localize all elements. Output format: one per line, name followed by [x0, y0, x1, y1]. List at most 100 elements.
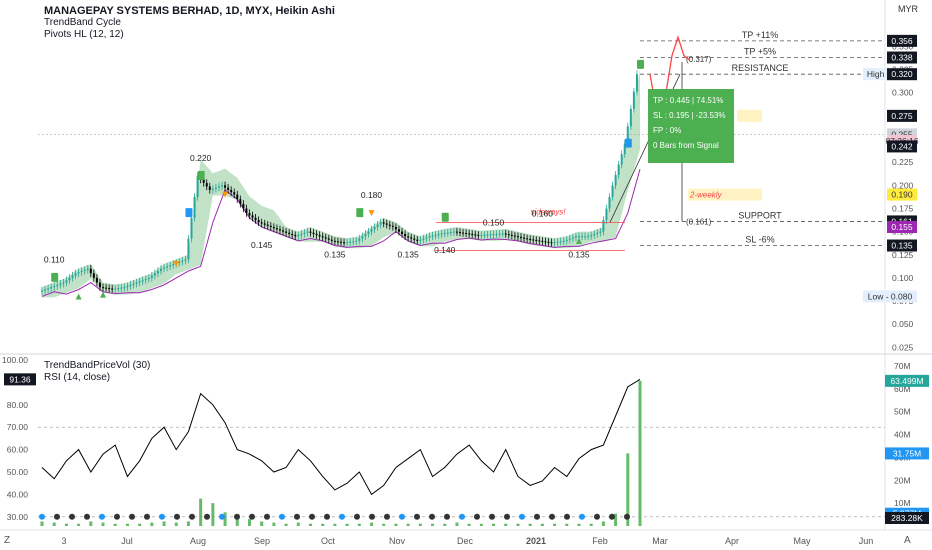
price-tick-label: 0.100 — [892, 273, 914, 283]
volume-bar — [260, 521, 264, 526]
signal-marker — [356, 208, 364, 218]
candle-body — [352, 241, 355, 243]
candle-body — [330, 239, 333, 241]
candle-body — [495, 233, 498, 235]
candle-body — [83, 269, 86, 271]
signal-marker — [441, 212, 449, 222]
volume-bar — [431, 523, 435, 526]
candle-body — [455, 231, 458, 233]
candle-body — [559, 241, 562, 243]
candle-body — [245, 208, 248, 214]
cycle-dot — [564, 513, 570, 520]
lower-indicator-label-vol: TrendBandPriceVol (30) — [44, 360, 151, 371]
rsi-tick-label: 60.00 — [7, 445, 29, 455]
volume-tag: 63.499M — [890, 376, 923, 386]
candle-body — [47, 288, 50, 290]
candle-body — [394, 226, 397, 230]
candle-body — [239, 199, 242, 204]
candle-body — [221, 185, 224, 187]
volume-tick-label: 50M — [894, 407, 911, 417]
candle-body — [141, 280, 144, 282]
candle-body — [105, 287, 108, 289]
pivot-label: 0.135 — [397, 250, 419, 260]
candle-body — [437, 234, 440, 236]
candle-body — [593, 233, 596, 236]
candle-body — [553, 242, 556, 244]
candle-body — [529, 239, 532, 241]
signal-bars: 0 Bars from Signal — [653, 141, 719, 150]
cycle-dot — [414, 513, 420, 520]
volume-tick-label: 20M — [894, 475, 911, 485]
volume-bar — [247, 519, 251, 526]
candle-body — [217, 186, 220, 188]
candle-body — [364, 233, 367, 237]
cycle-dot — [144, 513, 150, 520]
candle-body — [544, 241, 547, 243]
candle-body — [492, 234, 495, 236]
volume-bar — [455, 522, 459, 526]
candle-body — [608, 196, 611, 209]
cycle-dot — [474, 513, 480, 520]
cycle-dot — [609, 513, 615, 520]
signal-marker — [197, 171, 205, 181]
level-label: RESISTANCE — [732, 63, 789, 73]
signal-marker — [624, 138, 632, 148]
candle-body — [501, 233, 504, 235]
time-tick-label: 2021 — [526, 536, 546, 546]
candle-body — [520, 236, 523, 238]
volume-bar — [174, 522, 178, 526]
candle-body — [486, 234, 489, 236]
volume-bar — [467, 523, 471, 526]
rsi-tick-label: 40.00 — [7, 489, 29, 499]
volume-bar — [479, 523, 483, 526]
candle-body — [111, 288, 114, 290]
price-tag: 0.155 — [891, 222, 913, 232]
candle-body — [153, 273, 156, 276]
volume-bar — [77, 523, 81, 526]
candle-body — [343, 242, 346, 244]
candle-body — [523, 237, 526, 239]
candle-body — [156, 270, 159, 274]
candle-body — [178, 261, 181, 263]
candle-body — [166, 266, 169, 268]
volume-bar — [553, 523, 557, 526]
cycle-dot — [204, 513, 210, 520]
candle-body — [587, 236, 590, 238]
candle-body — [333, 240, 336, 242]
candle-body — [590, 235, 593, 237]
volume-bar — [64, 523, 68, 526]
trend-band — [41, 69, 641, 298]
volume-tick-label: 60M — [894, 384, 911, 394]
candle-body — [635, 74, 638, 92]
zoom-tool-button[interactable]: Z — [4, 535, 11, 546]
candle-body — [266, 224, 269, 226]
cycle-dot — [294, 513, 300, 520]
candle-body — [248, 213, 251, 216]
volume-bar — [626, 453, 630, 526]
price-tag-bg — [887, 188, 917, 201]
candle-body — [233, 192, 236, 195]
candle-body — [53, 286, 56, 288]
pivot-label: 0.150 — [483, 218, 505, 228]
price-tag-bg — [887, 68, 917, 81]
volume-bar — [272, 522, 276, 526]
candle-body — [300, 233, 303, 236]
candle-body — [446, 232, 449, 234]
volume-bar — [284, 523, 288, 526]
time-tick-label: 3 — [61, 536, 66, 546]
volume-bar — [138, 523, 142, 526]
volume-bar — [370, 522, 374, 526]
candle-body — [275, 228, 278, 230]
volume-bar — [528, 523, 532, 526]
signal-marker — [185, 208, 193, 218]
volume-bar — [186, 521, 190, 526]
two-weekly-annotation: 2-weekly — [689, 191, 723, 200]
chart-title: MANAGEPAY SYSTEMS BERHAD, 1D, MYX, Heiki… — [44, 5, 335, 17]
price-tag-bg — [887, 34, 917, 47]
trend-band-fill — [42, 69, 640, 298]
cycle-dot — [279, 513, 285, 520]
auto-scale-button[interactable]: A — [904, 535, 911, 546]
